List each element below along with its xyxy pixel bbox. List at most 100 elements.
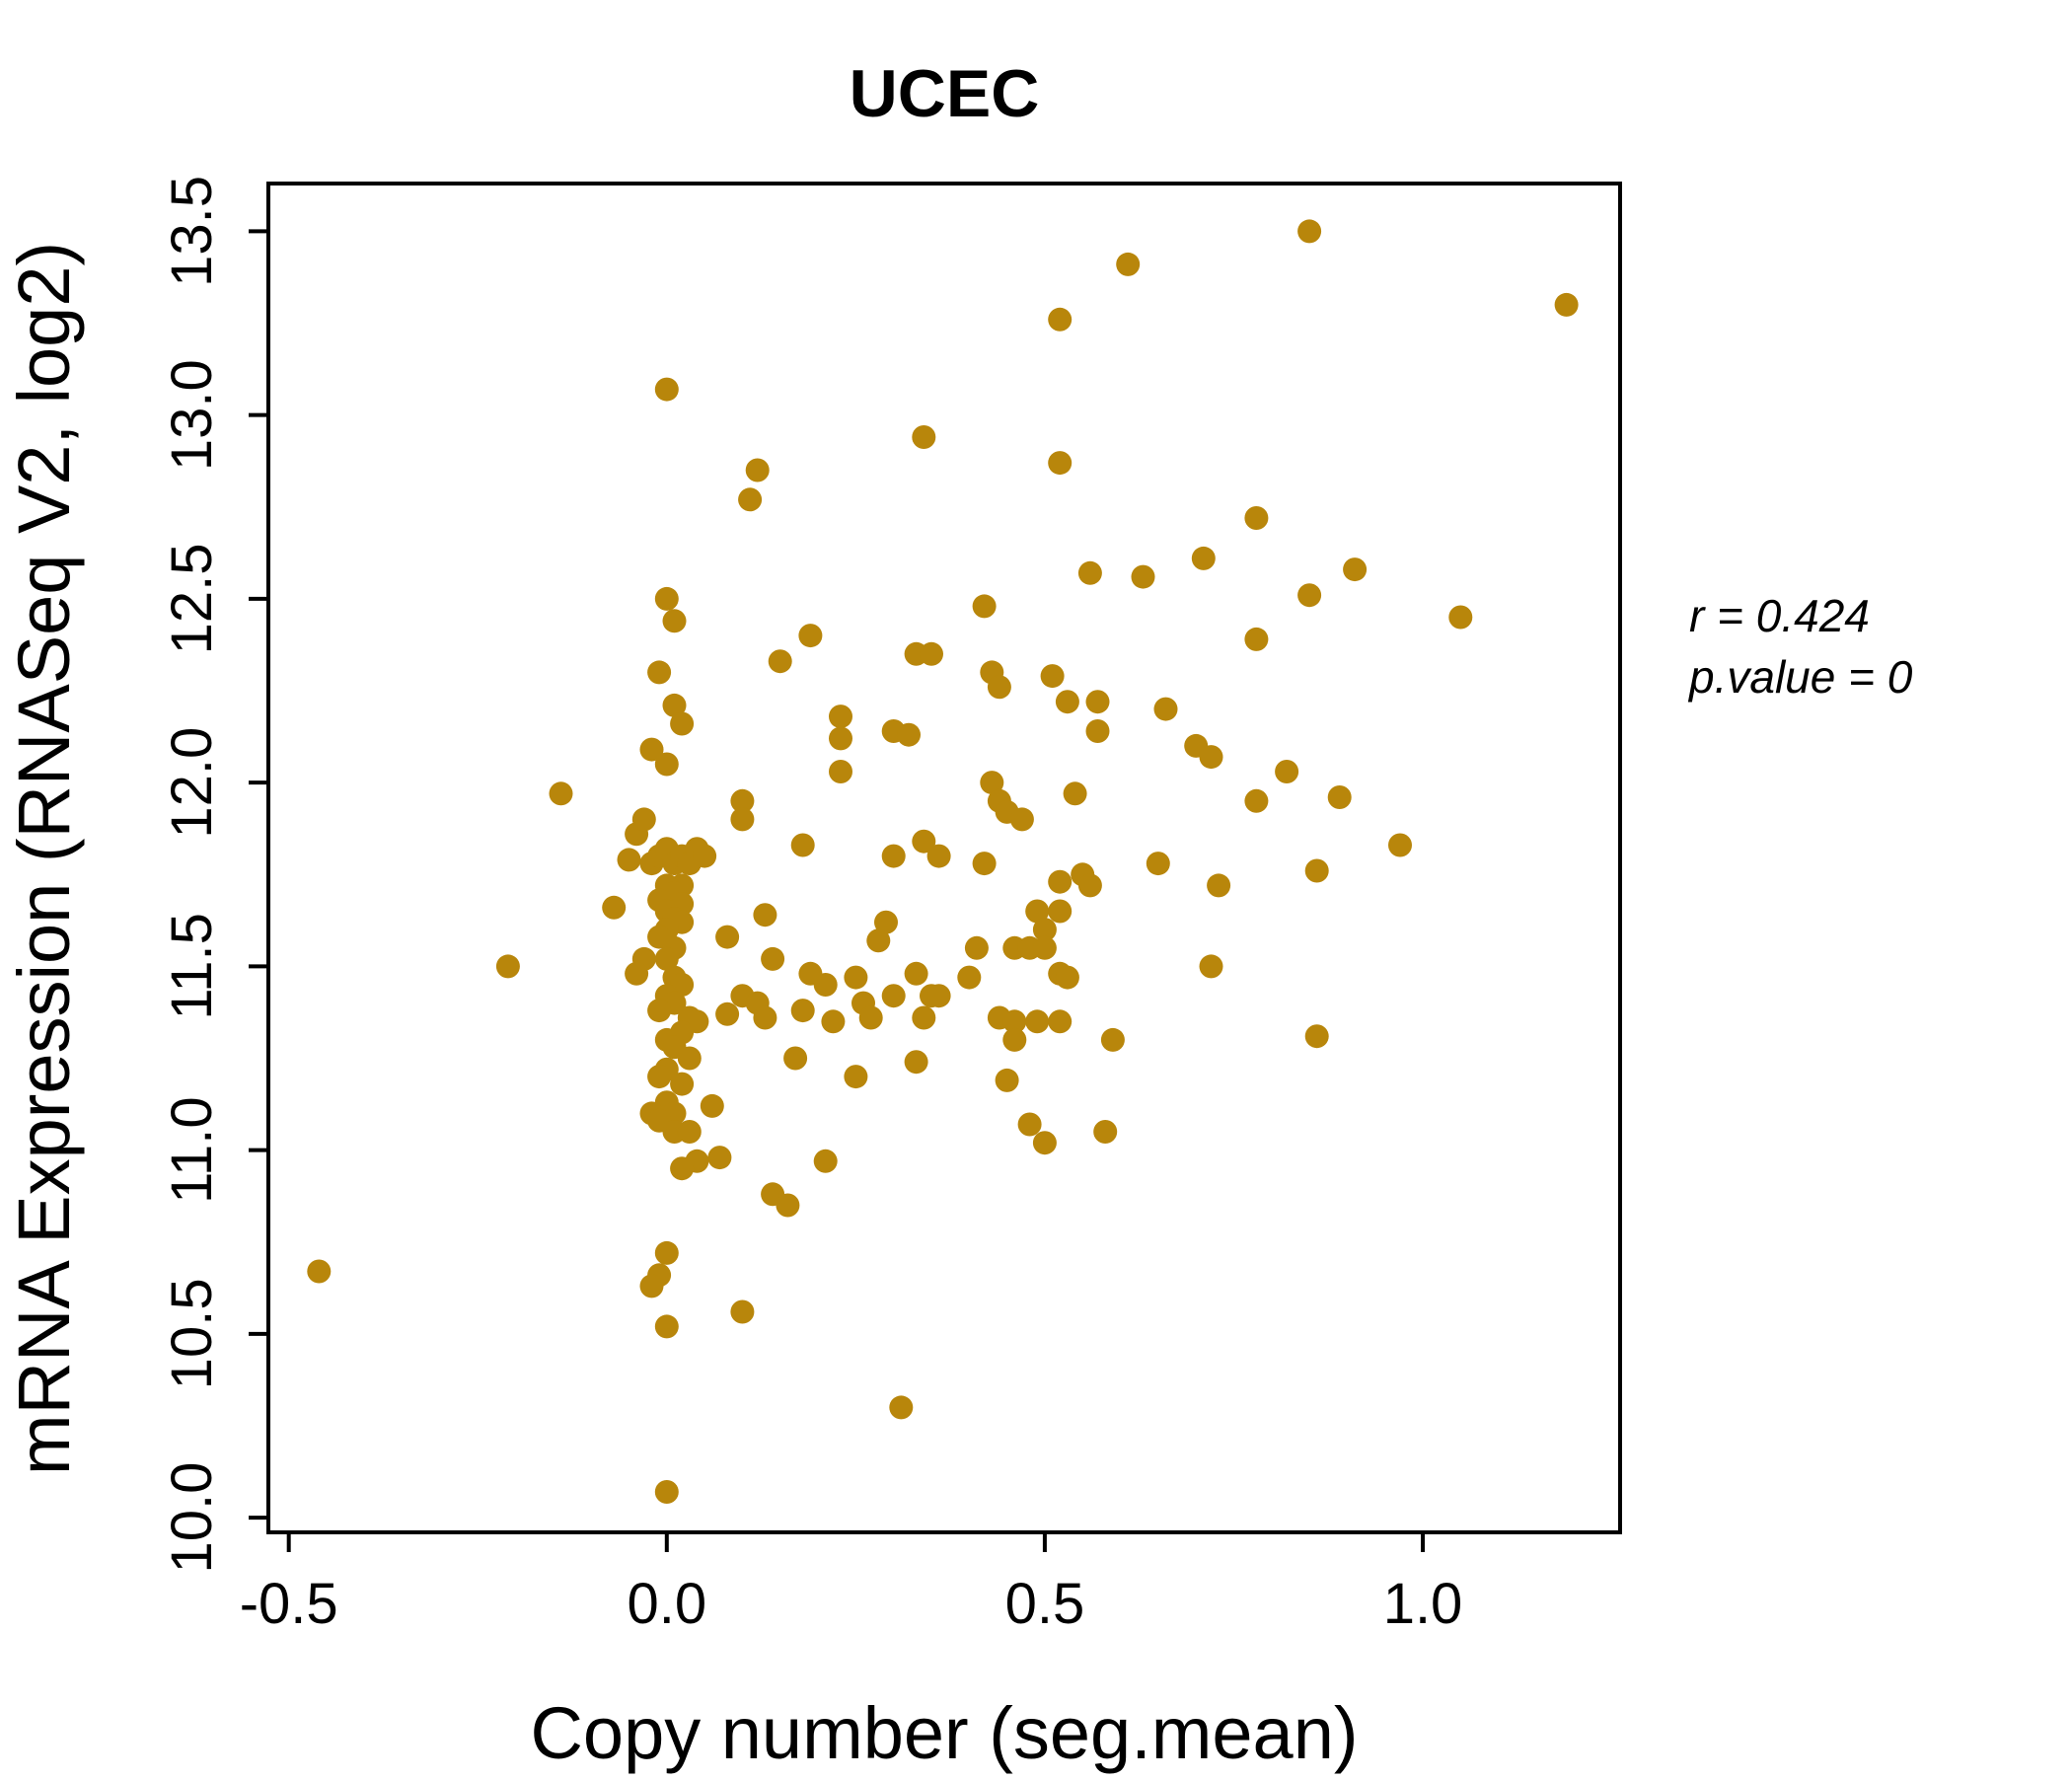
data-point (972, 594, 997, 619)
data-point (647, 999, 672, 1023)
data-point (987, 675, 1011, 700)
x-tick-label: 1.0 (1383, 1572, 1463, 1636)
data-point (1304, 858, 1329, 883)
data-point (1207, 873, 1231, 898)
data-point (617, 848, 641, 872)
data-point (912, 1005, 936, 1030)
data-point (1040, 664, 1065, 689)
data-point (874, 910, 898, 934)
data-point (1131, 564, 1155, 589)
data-point (964, 935, 989, 960)
data-point (647, 1065, 672, 1089)
data-point (1343, 557, 1368, 582)
data-point (1554, 292, 1579, 317)
data-point (602, 895, 627, 920)
data-point (654, 377, 679, 402)
data-point (829, 760, 852, 783)
data-point (1085, 719, 1110, 743)
data-point (920, 641, 943, 666)
scatter-points (307, 219, 1579, 1504)
data-point (639, 1274, 664, 1299)
y-tick-label: 10.5 (160, 1278, 224, 1389)
data-point (647, 660, 672, 685)
y-tick-label: 13.5 (160, 176, 224, 287)
x-tick-label: -0.5 (240, 1572, 338, 1636)
data-point (768, 649, 792, 674)
data-point (753, 903, 777, 928)
data-point (926, 984, 951, 1008)
data-point (654, 752, 679, 777)
x-axis-label: Copy number (seg.mean) (530, 1692, 1358, 1774)
data-point (1275, 760, 1299, 783)
data-point (889, 1395, 914, 1420)
data-point (654, 1240, 679, 1265)
data-point (1025, 899, 1050, 924)
data-point (1002, 1027, 1027, 1052)
data-point (693, 844, 717, 868)
data-point (549, 781, 573, 806)
chart-title: UCEC (850, 56, 1040, 131)
data-point (1025, 1009, 1050, 1034)
data-point (662, 609, 687, 633)
data-point (1304, 1024, 1329, 1049)
data-point (1116, 252, 1141, 276)
data-point (866, 928, 891, 953)
data-point (1199, 745, 1223, 770)
data-point (858, 1005, 883, 1030)
data-point (798, 624, 823, 648)
data-point (1009, 807, 1034, 832)
x-tick-label: 0.0 (627, 1572, 706, 1636)
data-point (753, 1005, 777, 1030)
data-point (639, 737, 664, 762)
y-tick-label: 10.0 (160, 1462, 224, 1574)
data-point (700, 1093, 724, 1118)
data-point (715, 1002, 740, 1026)
data-point (631, 807, 656, 832)
data-point (670, 1156, 695, 1181)
y-tick-label: 12.5 (160, 543, 224, 654)
data-point (730, 1299, 755, 1324)
data-point (1297, 583, 1322, 608)
data-point (813, 1149, 838, 1173)
data-point (1048, 869, 1073, 894)
data-point (813, 973, 838, 997)
data-point (1055, 965, 1079, 990)
data-point (881, 844, 906, 868)
data-point (730, 788, 755, 813)
data-point (957, 965, 982, 990)
data-point (670, 711, 695, 736)
data-point (654, 586, 679, 611)
data-point (670, 1072, 695, 1096)
data-point (677, 1046, 702, 1071)
y-tick-label: 13.0 (160, 359, 224, 471)
correlation-annotation-r: r = 0.424 (1689, 590, 1870, 641)
data-point (307, 1259, 332, 1284)
data-point (844, 1065, 868, 1089)
data-point (829, 726, 852, 751)
y-axis-ticks: 10.0 10.5 11.0 11.5 12.0 12.5 13.0 13.5 (160, 176, 268, 1574)
data-point (912, 829, 936, 853)
data-point (654, 1314, 679, 1339)
data-point (972, 852, 997, 876)
data-point (1388, 833, 1412, 857)
data-point (1048, 899, 1073, 924)
data-point (1244, 506, 1269, 530)
data-point (677, 1120, 702, 1144)
data-point (495, 954, 520, 979)
data-point (995, 1068, 1019, 1092)
data-point (1032, 1131, 1057, 1155)
data-point (1055, 690, 1079, 714)
data-point (790, 833, 815, 857)
data-point (1063, 781, 1087, 806)
data-point (1032, 918, 1057, 942)
x-tick-label: 0.5 (1005, 1572, 1085, 1636)
data-point (844, 965, 868, 990)
data-point (625, 961, 649, 986)
data-point (1244, 788, 1269, 813)
data-point (790, 999, 815, 1023)
data-point (904, 961, 928, 986)
data-point (707, 1146, 732, 1170)
data-point (662, 693, 687, 717)
data-point (1077, 560, 1102, 585)
